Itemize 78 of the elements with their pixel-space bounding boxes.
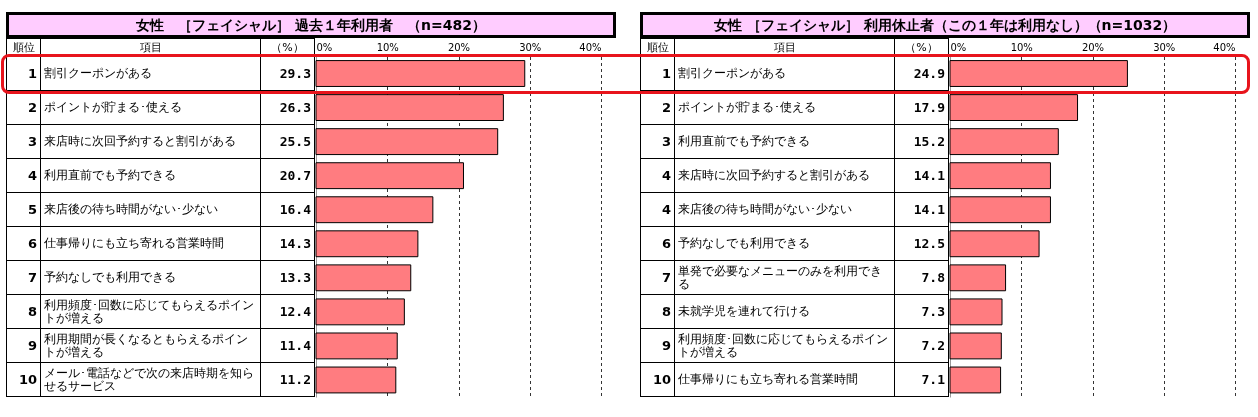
y-tick-label: 予約なしでも利用できる — [674, 226, 895, 261]
y-tick-label: 割引クーポンがある — [40, 56, 261, 91]
x-tick-label: 20% — [447, 42, 471, 53]
text: 8 — [640, 294, 675, 329]
data-label: 7.8 — [894, 260, 949, 295]
text: 5 — [6, 192, 41, 227]
y-tick-label: 来店後の待ち時間がない･少ない — [40, 192, 261, 227]
y-tick-label: 単発で必要なメニューのみを利用できる — [674, 260, 895, 295]
text: 4 — [640, 158, 675, 193]
data-label: 7.2 — [894, 328, 949, 363]
data-label: 11.2 — [260, 362, 315, 397]
data-label: 24.9 — [894, 56, 949, 91]
y-tick-label: 利用直前でも予約できる — [40, 158, 261, 193]
y-tick-label: ポイントが貯まる･使える — [674, 90, 895, 125]
y-tick-label: 来店時に次回予約すると割引がある — [674, 158, 895, 193]
x-tick-label: 20% — [1081, 42, 1105, 53]
y-tick-label: 予約なしでも利用できる — [40, 260, 261, 295]
data-label: 26.3 — [260, 90, 315, 125]
text: 7 — [6, 260, 41, 295]
y-tick-label: 未就学児を連れて行ける — [674, 294, 895, 329]
x-tick-label: 0% — [316, 42, 333, 53]
data-label: 15.2 — [894, 124, 949, 159]
text: 10 — [640, 362, 675, 397]
data-label: 12.5 — [894, 226, 949, 261]
text: 4 — [6, 158, 41, 193]
chart-title: 女性 ［フェイシャル］ 利用休止者（この１年は利用なし）（n=1032） — [640, 12, 1250, 38]
y-tick-label: 割引クーポンがある — [674, 56, 895, 91]
y-tick-label: メール･電話などで次の来店時期を知らせるサービス — [40, 362, 261, 397]
y-tick-label: 利用頻度･回数に応じてもらえるポイントが増える — [40, 294, 261, 329]
data-label: 7.3 — [894, 294, 949, 329]
text: 9 — [640, 328, 675, 363]
x-tick-label: 0% — [950, 42, 967, 53]
data-label: 17.9 — [894, 90, 949, 125]
x-tick-label: 30% — [1153, 42, 1176, 53]
data-label: 7.1 — [894, 362, 949, 397]
data-label: 14.1 — [894, 158, 949, 193]
x-tick-label: 40% — [579, 42, 602, 53]
y-tick-label: 来店後の待ち時間がない･少ない — [674, 192, 895, 227]
chart-title: 女性 ［フェイシャル］ 過去１年利用者 （n=482） — [6, 12, 616, 38]
data-label: 12.4 — [260, 294, 315, 329]
text: 2 — [640, 90, 675, 125]
x-tick-label: 40% — [1213, 42, 1236, 53]
text: 7 — [640, 260, 675, 295]
text: 9 — [6, 328, 41, 363]
data-label: 29.3 — [260, 56, 315, 91]
x-tick-label: 10% — [1010, 42, 1033, 53]
text: 8 — [6, 294, 41, 329]
text: 10 — [6, 362, 41, 397]
text: 項目 — [674, 38, 895, 57]
text: 3 — [6, 124, 41, 159]
data-label: 14.3 — [260, 226, 315, 261]
text: 2 — [6, 90, 41, 125]
text: 順位 — [6, 38, 41, 57]
x-tick-label: 10% — [376, 42, 399, 53]
y-tick-label: 仕事帰りにも立ち寄れる営業時間 — [40, 226, 261, 261]
text: 順位 — [640, 38, 675, 57]
text: （%） — [260, 38, 315, 57]
x-tick-label: 30% — [519, 42, 542, 53]
y-tick-label: 来店時に次回予約すると割引がある — [40, 124, 261, 159]
data-label: 20.7 — [260, 158, 315, 193]
data-label: 13.3 — [260, 260, 315, 295]
text: 1 — [6, 56, 41, 91]
data-label: 14.1 — [894, 192, 949, 227]
text: 6 — [640, 226, 675, 261]
y-tick-label: 利用期間が長くなるともらえるポイントが増える — [40, 328, 261, 363]
data-label: 25.5 — [260, 124, 315, 159]
text: 6 — [6, 226, 41, 261]
data-label: 16.4 — [260, 192, 315, 227]
text: 3 — [640, 124, 675, 159]
text: （%） — [894, 38, 949, 57]
y-tick-label: 利用直前でも予約できる — [674, 124, 895, 159]
text: 4 — [640, 192, 675, 227]
y-tick-label: 利用頻度･回数に応じてもらえるポイントが増える — [674, 328, 895, 363]
text: 項目 — [40, 38, 261, 57]
data-label: 11.4 — [260, 328, 315, 363]
y-tick-label: ポイントが貯まる･使える — [40, 90, 261, 125]
y-tick-label: 仕事帰りにも立ち寄れる営業時間 — [674, 362, 895, 397]
text: 1 — [640, 56, 675, 91]
